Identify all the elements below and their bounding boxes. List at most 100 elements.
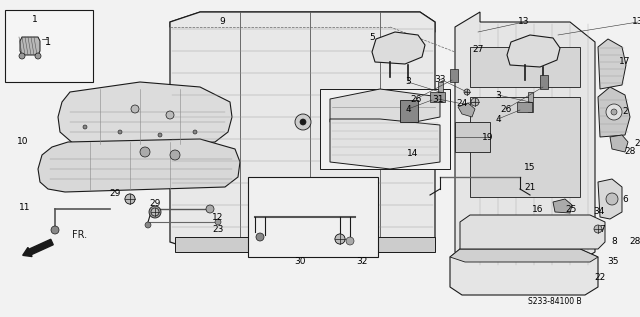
Text: 25: 25 (565, 204, 577, 214)
Text: 33: 33 (435, 74, 445, 83)
Text: 2: 2 (622, 107, 628, 117)
Text: 14: 14 (407, 150, 419, 158)
Text: 29: 29 (109, 190, 121, 198)
Text: 13: 13 (632, 17, 640, 27)
Polygon shape (170, 12, 435, 252)
Text: 3: 3 (405, 77, 411, 87)
Polygon shape (598, 39, 626, 89)
Circle shape (140, 147, 150, 157)
Text: 1: 1 (45, 37, 51, 47)
Text: S233-84100 B: S233-84100 B (528, 297, 582, 307)
Text: 11: 11 (19, 203, 31, 211)
Circle shape (193, 130, 197, 134)
Circle shape (51, 226, 59, 234)
Text: 13: 13 (518, 17, 530, 27)
Text: 22: 22 (595, 273, 605, 281)
Circle shape (611, 109, 617, 115)
Circle shape (83, 125, 87, 129)
Text: 8: 8 (611, 237, 617, 247)
Circle shape (300, 119, 306, 125)
Circle shape (335, 234, 345, 244)
Polygon shape (175, 237, 435, 252)
Polygon shape (450, 249, 598, 295)
Text: 23: 23 (212, 224, 224, 234)
Polygon shape (553, 199, 572, 213)
Bar (400, 100, 418, 122)
Circle shape (158, 133, 162, 137)
Circle shape (606, 193, 618, 205)
Bar (320, 89, 450, 169)
Polygon shape (610, 135, 628, 152)
Bar (438, 82, 443, 102)
Text: 15: 15 (524, 163, 536, 171)
Text: 4: 4 (405, 105, 411, 113)
Bar (5, 10, 93, 82)
Text: 30: 30 (294, 257, 306, 267)
Circle shape (151, 208, 159, 216)
Polygon shape (458, 103, 475, 117)
Polygon shape (20, 37, 40, 55)
Text: 27: 27 (472, 44, 484, 54)
Bar (528, 92, 533, 112)
Text: 24: 24 (456, 100, 468, 108)
Polygon shape (450, 249, 598, 262)
Polygon shape (540, 75, 548, 89)
Polygon shape (470, 97, 580, 197)
Text: 12: 12 (212, 212, 224, 222)
Text: 31: 31 (432, 94, 444, 103)
Bar (248, 177, 378, 257)
Text: 10: 10 (17, 138, 29, 146)
Text: 5: 5 (369, 33, 375, 42)
Circle shape (166, 111, 174, 119)
Polygon shape (170, 12, 435, 37)
Text: 35: 35 (607, 257, 619, 267)
Polygon shape (598, 87, 630, 137)
Text: 21: 21 (524, 183, 536, 191)
Text: 17: 17 (620, 57, 631, 67)
Text: 28: 28 (624, 147, 636, 157)
Text: 34: 34 (593, 208, 605, 217)
Polygon shape (470, 47, 580, 87)
FancyArrow shape (22, 239, 53, 256)
Polygon shape (372, 32, 425, 64)
Polygon shape (455, 12, 595, 267)
Circle shape (215, 219, 221, 225)
Text: 32: 32 (356, 257, 368, 267)
Text: 28: 28 (629, 237, 640, 247)
Circle shape (125, 194, 135, 204)
Circle shape (145, 222, 151, 228)
Circle shape (35, 53, 41, 59)
Polygon shape (598, 179, 622, 219)
Circle shape (471, 98, 479, 106)
Polygon shape (517, 102, 532, 112)
Text: 3: 3 (495, 90, 501, 100)
Circle shape (594, 225, 602, 233)
Text: 4: 4 (495, 114, 501, 124)
Circle shape (170, 150, 180, 160)
Circle shape (149, 206, 161, 218)
Circle shape (295, 114, 311, 130)
Text: 26: 26 (500, 105, 512, 113)
Polygon shape (330, 119, 440, 169)
Circle shape (346, 237, 354, 245)
Circle shape (131, 105, 139, 113)
Text: 20: 20 (634, 139, 640, 148)
Text: FR.: FR. (72, 230, 87, 240)
Polygon shape (430, 92, 445, 102)
Polygon shape (460, 215, 605, 249)
Polygon shape (58, 82, 232, 147)
Circle shape (125, 194, 135, 204)
Polygon shape (38, 139, 240, 192)
Circle shape (606, 104, 622, 120)
Polygon shape (330, 89, 440, 127)
Text: 16: 16 (532, 204, 544, 214)
Polygon shape (450, 69, 458, 82)
Circle shape (335, 234, 345, 244)
Text: 1: 1 (32, 15, 38, 23)
Polygon shape (507, 35, 560, 67)
Circle shape (19, 53, 25, 59)
Text: 6: 6 (622, 195, 628, 204)
Text: 19: 19 (483, 133, 493, 141)
Circle shape (206, 205, 214, 213)
Circle shape (118, 130, 122, 134)
